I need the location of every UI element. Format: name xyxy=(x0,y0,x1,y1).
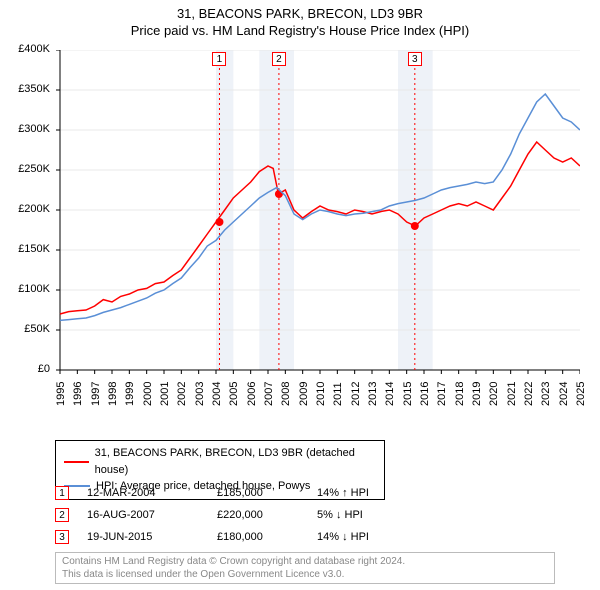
page-root: 31, BEACONS PARK, BRECON, LD3 9BR Price … xyxy=(0,0,600,590)
legend-row: 31, BEACONS PARK, BRECON, LD3 9BR (detac… xyxy=(64,445,376,478)
x-tick-label: 2021 xyxy=(506,376,518,406)
x-tick-label: 1996 xyxy=(72,376,84,406)
x-tick-label: 2009 xyxy=(298,376,310,406)
y-tick-label: £400K xyxy=(10,43,50,55)
x-tick-label: 1997 xyxy=(90,376,102,406)
x-tick-label: 2015 xyxy=(402,376,414,406)
y-tick-label: £100K xyxy=(10,283,50,295)
x-tick-label: 2008 xyxy=(280,376,292,406)
x-tick-label: 2016 xyxy=(419,376,431,406)
x-tick-label: 2012 xyxy=(350,376,362,406)
title-line1: 31, BEACONS PARK, BRECON, LD3 9BR xyxy=(0,6,600,23)
sale-price: £180,000 xyxy=(217,531,317,543)
licence-footer: Contains HM Land Registry data © Crown c… xyxy=(55,552,555,584)
x-tick-label: 2004 xyxy=(211,376,223,406)
y-tick-label: £150K xyxy=(10,243,50,255)
event-marker-icon: 2 xyxy=(272,52,286,66)
x-tick-label: 2025 xyxy=(575,376,587,406)
x-tick-label: 2011 xyxy=(332,376,344,406)
sale-price: £185,000 xyxy=(217,487,317,499)
table-row: 3 19-JUN-2015 £180,000 14% ↓ HPI xyxy=(55,526,427,548)
y-tick-label: £50K xyxy=(10,323,50,335)
x-tick-label: 2003 xyxy=(194,376,206,406)
x-tick-label: 2013 xyxy=(367,376,379,406)
footer-line: This data is licensed under the Open Gov… xyxy=(62,568,548,581)
x-tick-label: 1999 xyxy=(124,376,136,406)
x-tick-label: 2001 xyxy=(159,376,171,406)
event-marker-icon: 1 xyxy=(212,52,226,66)
x-tick-label: 2018 xyxy=(454,376,466,406)
title-line2: Price paid vs. HM Land Registry's House … xyxy=(0,23,600,40)
x-tick-label: 2019 xyxy=(471,376,483,406)
event-marker-icon: 3 xyxy=(408,52,422,66)
y-tick-label: £0 xyxy=(10,363,50,375)
x-tick-label: 2006 xyxy=(246,376,258,406)
x-tick-label: 2000 xyxy=(142,376,154,406)
x-tick-label: 2007 xyxy=(263,376,275,406)
sales-table: 1 12-MAR-2004 £185,000 14% ↑ HPI 2 16-AU… xyxy=(55,482,427,548)
legend-swatch-property xyxy=(64,461,89,463)
sale-hpi-delta: 14% ↓ HPI xyxy=(317,531,427,543)
price-chart xyxy=(10,50,580,420)
sale-marker-icon: 2 xyxy=(55,508,69,522)
sale-date: 19-JUN-2015 xyxy=(87,531,217,543)
x-tick-label: 2005 xyxy=(228,376,240,406)
x-tick-label: 2023 xyxy=(540,376,552,406)
legend-label: 31, BEACONS PARK, BRECON, LD3 9BR (detac… xyxy=(95,445,376,478)
x-tick-label: 1998 xyxy=(107,376,119,406)
y-tick-label: £200K xyxy=(10,203,50,215)
x-tick-label: 2022 xyxy=(523,376,535,406)
sale-date: 12-MAR-2004 xyxy=(87,487,217,499)
x-tick-label: 2024 xyxy=(558,376,570,406)
x-tick-label: 2002 xyxy=(176,376,188,406)
y-tick-label: £350K xyxy=(10,83,50,95)
chart-area: £0£50K£100K£150K£200K£250K£300K£350K£400… xyxy=(10,50,580,420)
x-tick-label: 2017 xyxy=(436,376,448,406)
sale-price: £220,000 xyxy=(217,509,317,521)
sale-date: 16-AUG-2007 xyxy=(87,509,217,521)
x-tick-label: 2010 xyxy=(315,376,327,406)
y-tick-label: £300K xyxy=(10,123,50,135)
footer-line: Contains HM Land Registry data © Crown c… xyxy=(62,555,548,568)
x-tick-label: 2020 xyxy=(488,376,500,406)
sale-hpi-delta: 14% ↑ HPI xyxy=(317,487,427,499)
sale-marker-icon: 1 xyxy=(55,486,69,500)
y-tick-label: £250K xyxy=(10,163,50,175)
chart-title: 31, BEACONS PARK, BRECON, LD3 9BR Price … xyxy=(0,0,600,40)
sale-marker-icon: 3 xyxy=(55,530,69,544)
sale-hpi-delta: 5% ↓ HPI xyxy=(317,509,427,521)
x-tick-label: 1995 xyxy=(55,376,67,406)
x-tick-label: 2014 xyxy=(384,376,396,406)
table-row: 1 12-MAR-2004 £185,000 14% ↑ HPI xyxy=(55,482,427,504)
table-row: 2 16-AUG-2007 £220,000 5% ↓ HPI xyxy=(55,504,427,526)
